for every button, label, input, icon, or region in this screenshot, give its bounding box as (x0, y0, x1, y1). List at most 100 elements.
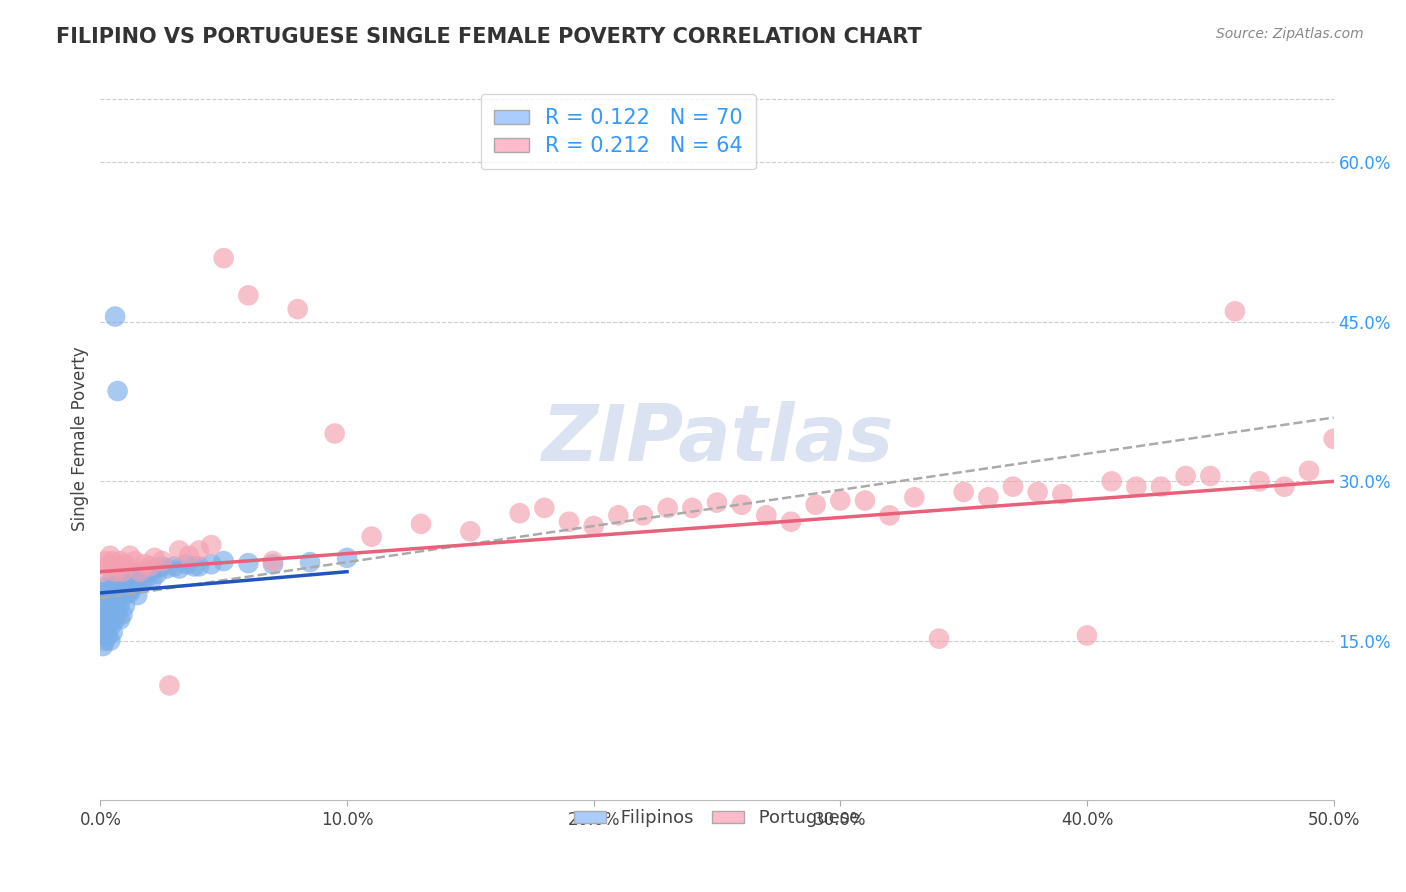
Point (360, 530, 382, 544)
Point (108, 554, 131, 568)
Point (298, 555, 321, 569)
Point (98, 549, 121, 563)
Point (97, 628, 120, 642)
Point (114, 558, 136, 572)
Point (409, 516, 432, 531)
Point (903, 490, 925, 504)
Point (91, 565, 114, 579)
Text: FILIPINO VS PORTUGUESE SINGLE FEMALE POVERTY CORRELATION CHART: FILIPINO VS PORTUGUESE SINGLE FEMALE POV… (56, 27, 922, 46)
Point (111, 570, 134, 584)
Point (128, 565, 150, 579)
Point (1249, 475, 1271, 489)
Point (98, 633, 121, 648)
Point (582, 519, 605, 533)
Point (108, 613, 131, 627)
Point (1076, 628, 1098, 642)
Point (212, 554, 235, 568)
Point (97, 617, 120, 632)
Point (98, 591, 121, 606)
Point (169, 543, 191, 558)
Point (188, 559, 211, 574)
Point (558, 515, 581, 529)
Point (977, 490, 1000, 504)
Point (121, 565, 143, 579)
Point (150, 554, 173, 568)
Point (1052, 487, 1074, 501)
Point (212, 251, 235, 265)
Point (780, 515, 803, 529)
Point (657, 500, 679, 515)
Point (1101, 475, 1123, 489)
Point (104, 310, 127, 324)
Point (323, 426, 346, 441)
Point (101, 625, 124, 640)
Point (124, 554, 146, 568)
Point (128, 566, 150, 581)
Point (118, 570, 141, 584)
Point (136, 570, 159, 584)
Point (287, 302, 309, 317)
Point (143, 561, 166, 575)
Point (111, 588, 134, 602)
Point (1298, 464, 1320, 478)
Point (460, 524, 482, 539)
Point (124, 572, 146, 586)
Point (533, 500, 555, 515)
Point (94, 581, 117, 595)
Point (104, 591, 127, 606)
Point (150, 559, 173, 574)
Point (163, 559, 186, 574)
Point (1174, 469, 1197, 483)
Point (114, 565, 136, 579)
Point (1150, 480, 1173, 494)
Point (127, 577, 149, 591)
Point (98, 607, 121, 622)
Point (104, 565, 127, 579)
Point (755, 508, 778, 523)
Point (101, 581, 124, 595)
Point (121, 581, 143, 595)
Y-axis label: Single Female Poverty: Single Female Poverty (72, 346, 89, 531)
Point (107, 591, 129, 606)
Point (1001, 480, 1024, 494)
Point (1323, 432, 1346, 446)
Point (94, 633, 117, 648)
Point (169, 561, 191, 575)
Point (138, 559, 160, 574)
Point (853, 493, 876, 508)
Point (101, 597, 124, 611)
Point (830, 493, 852, 508)
Point (104, 613, 127, 627)
Point (94, 597, 117, 611)
Point (98, 575, 121, 590)
Point (238, 556, 260, 570)
Text: ZIPatlas: ZIPatlas (541, 401, 893, 477)
Point (97, 602, 120, 616)
Point (111, 565, 134, 579)
Point (262, 558, 284, 572)
Point (156, 561, 179, 575)
Point (91, 639, 114, 653)
Point (238, 288, 260, 302)
Point (134, 565, 156, 579)
Text: Source: ZipAtlas.com: Source: ZipAtlas.com (1216, 27, 1364, 41)
Point (94, 554, 117, 568)
Point (117, 575, 139, 590)
Point (1199, 469, 1222, 483)
Point (104, 575, 127, 590)
Point (183, 559, 205, 574)
Point (98, 620, 121, 634)
Point (138, 565, 160, 579)
Point (97, 586, 120, 600)
Point (879, 508, 901, 523)
Point (681, 500, 703, 515)
Point (141, 572, 163, 586)
Point (118, 586, 141, 600)
Point (1223, 304, 1246, 318)
Point (134, 558, 156, 572)
Point (1125, 480, 1147, 494)
Point (91, 628, 114, 642)
Point (118, 549, 141, 563)
Point (107, 384, 129, 398)
Point (107, 607, 129, 622)
